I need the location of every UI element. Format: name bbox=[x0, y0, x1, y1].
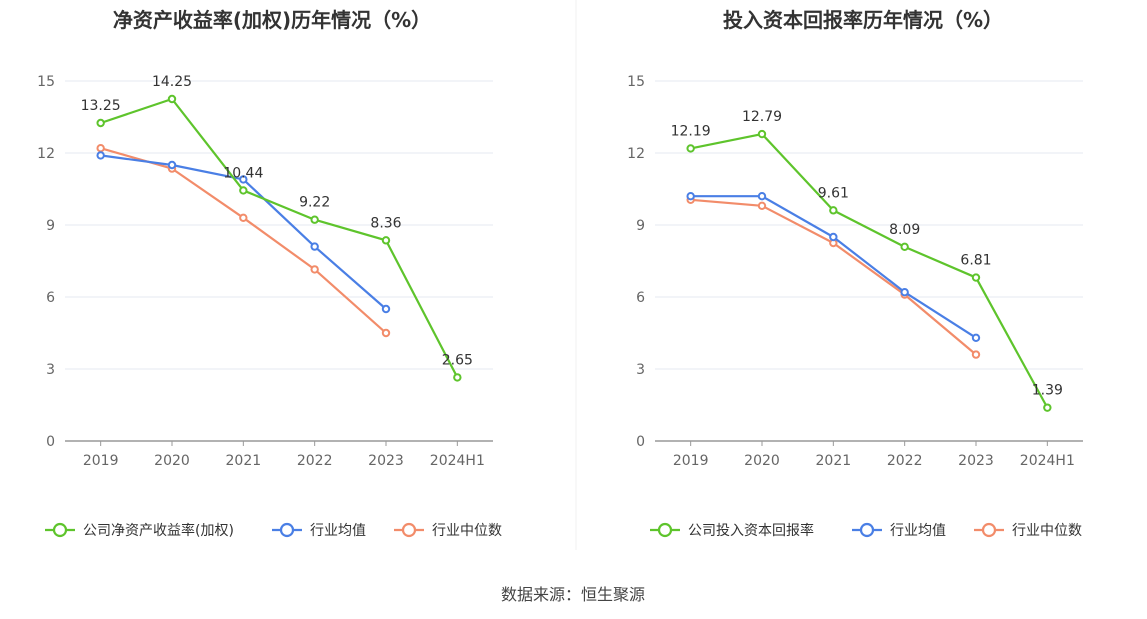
y-tick-label: 0 bbox=[636, 434, 645, 450]
data-label: 2.65 bbox=[442, 352, 473, 368]
data-point-industry_median bbox=[239, 213, 248, 223]
data-point-company bbox=[381, 236, 391, 245]
y-tick-label: 3 bbox=[636, 362, 645, 378]
legend-marker bbox=[859, 522, 875, 538]
data-point-industry_avg bbox=[167, 160, 177, 170]
data-point-industry_avg bbox=[686, 192, 695, 201]
data-point-industry_median bbox=[381, 328, 391, 338]
legend-marker bbox=[981, 522, 997, 538]
data-point-industry_median bbox=[971, 350, 981, 359]
data-point-industry_avg bbox=[971, 333, 981, 342]
legend-label: 公司投入资本回报率 bbox=[688, 522, 814, 539]
x-tick-label: 2022 bbox=[887, 453, 923, 469]
data-label: 14.25 bbox=[152, 74, 192, 90]
data-point-company bbox=[167, 94, 177, 104]
legend-marker bbox=[657, 522, 673, 538]
data-point-industry_median bbox=[96, 144, 105, 153]
y-tick-label: 12 bbox=[37, 146, 55, 162]
y-tick-label: 0 bbox=[46, 434, 55, 450]
y-tick-label: 15 bbox=[37, 74, 55, 90]
data-point-company bbox=[453, 373, 462, 382]
data-point-company bbox=[1043, 403, 1052, 412]
data-point-company bbox=[971, 273, 981, 282]
x-tick-label: 2024H1 bbox=[430, 453, 485, 469]
series-line-company bbox=[100, 97, 459, 378]
y-tick-label: 15 bbox=[627, 74, 645, 90]
chart-2: 投入资本回报率历年情况（%） 0 3 6 9 12 15 2019 2020 2021 2022 20… bbox=[627, 8, 1083, 539]
x-tick-label: 2022 bbox=[297, 453, 333, 469]
data-source: 数据来源：恒生聚源 bbox=[501, 585, 645, 604]
legend-label: 行业均值 bbox=[890, 523, 946, 539]
legend-label: 行业中位数 bbox=[1012, 523, 1082, 539]
data-label: 10.44 bbox=[223, 165, 263, 181]
y-tick-label: 9 bbox=[46, 218, 55, 234]
x-tick-label: 2023 bbox=[958, 453, 994, 469]
data-point-industry_avg bbox=[310, 242, 319, 251]
data-label: 9.61 bbox=[818, 185, 849, 201]
data-label: 12.79 bbox=[742, 109, 782, 125]
x-tick-label: 2023 bbox=[368, 453, 404, 469]
legend-item-company: 公司净资产收益率(加权) bbox=[45, 522, 234, 539]
legend-item-industry_avg: 行业均值 bbox=[852, 522, 946, 539]
series-line-industry_median bbox=[690, 198, 977, 356]
legend-label: 行业中位数 bbox=[432, 523, 502, 539]
legend-item-industry_median: 行业中位数 bbox=[974, 522, 1082, 539]
y-tick-label: 9 bbox=[636, 218, 645, 234]
data-point-industry_avg bbox=[239, 175, 248, 184]
series-line-industry_avg bbox=[690, 195, 977, 339]
x-tick-label: 2021 bbox=[816, 453, 852, 469]
chart-title: 净资产收益率(加权)历年情况（%） bbox=[113, 8, 431, 32]
data-label: 1.39 bbox=[1032, 383, 1063, 399]
legend-item-industry_avg: 行业均值 bbox=[272, 522, 366, 539]
data-label: 8.36 bbox=[370, 215, 401, 231]
y-tick-label: 6 bbox=[636, 290, 645, 306]
legend-item-company: 公司投入资本回报率 bbox=[650, 522, 814, 539]
y-tick-label: 12 bbox=[627, 146, 645, 162]
data-label: 8.09 bbox=[889, 222, 920, 238]
data-point-company bbox=[829, 206, 838, 215]
data-label: 13.25 bbox=[81, 98, 121, 114]
data-point-company bbox=[310, 215, 319, 224]
x-tick-label: 2019 bbox=[83, 453, 119, 469]
data-point-industry_median bbox=[310, 265, 319, 274]
legend-label: 公司净资产收益率(加权) bbox=[83, 522, 234, 539]
data-point-industry_median bbox=[757, 201, 767, 211]
data-point-company bbox=[239, 186, 248, 195]
x-tick-label: 2021 bbox=[226, 453, 262, 469]
legend-marker bbox=[401, 522, 417, 538]
legend-label: 行业均值 bbox=[310, 523, 366, 539]
legend-marker bbox=[279, 522, 295, 538]
data-point-industry_avg bbox=[829, 232, 838, 242]
x-tick-label: 2020 bbox=[744, 453, 780, 469]
data-point-company bbox=[900, 242, 909, 252]
x-tick-label: 2020 bbox=[154, 453, 190, 469]
y-tick-label: 6 bbox=[46, 290, 55, 306]
data-point-industry_avg bbox=[381, 304, 391, 314]
data-label: 12.19 bbox=[671, 123, 711, 139]
chart-1: 净资产收益率(加权)历年情况（%） 0 3 6 9 12 15 2019 2020 2021 202… bbox=[37, 8, 502, 539]
data-point-company bbox=[96, 118, 105, 128]
legend-marker bbox=[52, 522, 68, 538]
legend-item-industry_median: 行业中位数 bbox=[394, 522, 502, 539]
data-point-industry_avg bbox=[96, 151, 105, 160]
data-point-industry_avg bbox=[900, 288, 909, 297]
chart-title: 投入资本回报率历年情况（%） bbox=[723, 8, 1003, 32]
x-tick-label: 2019 bbox=[673, 453, 709, 469]
series-line-company bbox=[690, 132, 1049, 409]
x-tick-label: 2024H1 bbox=[1020, 453, 1075, 469]
data-label: 6.81 bbox=[960, 253, 991, 269]
data-point-industry_avg bbox=[757, 192, 767, 201]
data-label: 9.22 bbox=[299, 195, 330, 211]
data-point-company bbox=[686, 144, 695, 153]
data-point-company bbox=[757, 129, 767, 139]
y-tick-label: 3 bbox=[46, 362, 55, 378]
